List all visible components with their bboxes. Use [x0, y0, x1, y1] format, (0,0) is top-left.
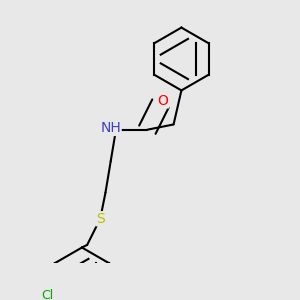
Text: S: S [96, 212, 105, 226]
Text: O: O [158, 94, 169, 108]
Text: NH: NH [100, 122, 121, 135]
Text: Cl: Cl [41, 290, 53, 300]
